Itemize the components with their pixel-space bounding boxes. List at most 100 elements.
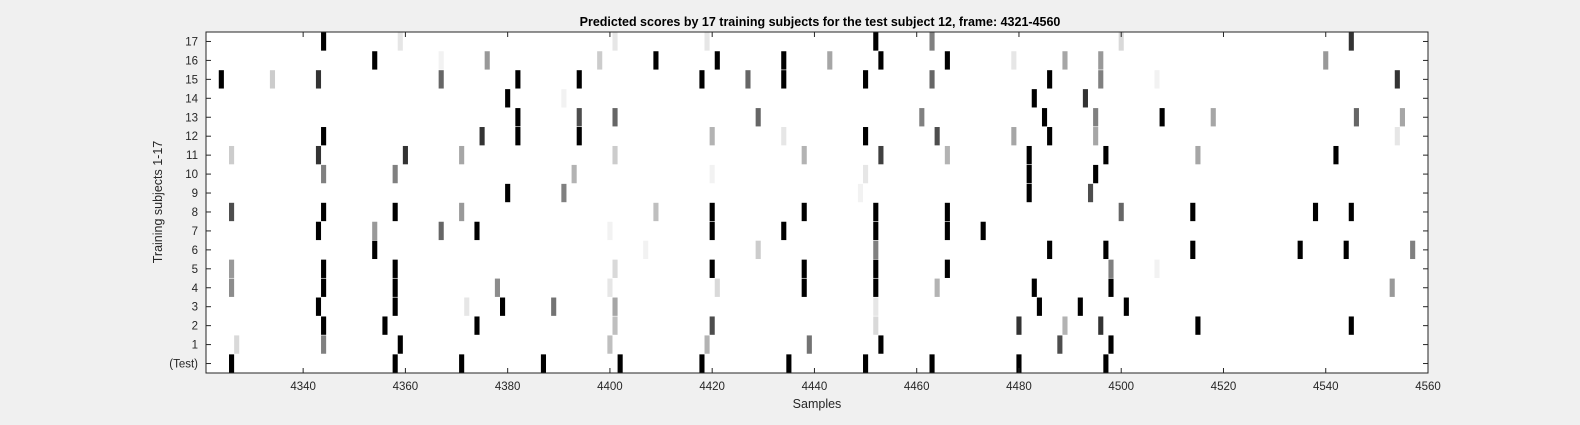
heatmap-cell [612, 297, 618, 316]
heatmap-cell [704, 32, 710, 51]
heatmap-cell [1159, 108, 1165, 127]
y-tick-label: 8 [192, 207, 198, 219]
heatmap-cell [801, 202, 807, 222]
heatmap-cell [1348, 316, 1354, 335]
heatmap-cell [315, 145, 322, 165]
heatmap-cell [1389, 278, 1395, 297]
heatmap-cell [1093, 127, 1099, 146]
heatmap-cell [612, 316, 618, 335]
heatmap-cell [1016, 354, 1022, 373]
heatmap-cell [474, 221, 480, 241]
heatmap-cell [863, 164, 869, 184]
heatmap-cell [755, 240, 761, 260]
heatmap-cell [1333, 145, 1339, 165]
heatmap-cell [1118, 202, 1124, 222]
heatmap-cell [561, 183, 567, 203]
heatmap-cell [1154, 70, 1160, 89]
heatmap-cell [709, 127, 715, 146]
y-tick-label: 16 [185, 55, 198, 67]
heatmap-cell [617, 354, 623, 373]
x-tick-label: 4360 [393, 381, 419, 393]
x-axis-label: Samples [793, 397, 842, 411]
heatmap-cell [873, 202, 879, 222]
heatmap-cell [653, 202, 659, 222]
heatmap-cell [1118, 32, 1124, 51]
x-tick-label: 4340 [290, 381, 316, 393]
heatmap-cell [1036, 297, 1042, 316]
heatmap-cell [873, 297, 879, 316]
heatmap-cell [944, 145, 950, 165]
heatmap-cell [1353, 108, 1359, 127]
x-tick-label: 4400 [597, 381, 623, 393]
heatmap-cell [699, 70, 705, 89]
heatmap-cell [873, 221, 879, 241]
heatmap-cells [218, 32, 1416, 373]
heatmap-cell [1026, 164, 1032, 184]
heatmap-cell [1011, 51, 1017, 70]
heatmap-cell [382, 316, 388, 335]
heatmap-cell [1047, 127, 1053, 146]
heatmap-cell [612, 32, 618, 51]
heatmap-cell [372, 240, 378, 260]
y-tick-label: 5 [192, 264, 198, 276]
heatmap-cell [806, 335, 812, 354]
heatmap-cell [781, 70, 787, 89]
heatmap-cell [1312, 202, 1319, 222]
heatmap-cell [459, 145, 465, 165]
heatmap-cell [1103, 354, 1109, 373]
heatmap-cell [873, 278, 879, 297]
heatmap-cell [321, 316, 327, 335]
heatmap-cell [515, 108, 521, 127]
heatmap-cell [944, 259, 950, 278]
heatmap-cell [515, 70, 521, 89]
heatmap-cell [459, 202, 465, 222]
heatmap-cell [1343, 240, 1349, 260]
heatmap-cell [1394, 70, 1400, 89]
heatmap-cell [873, 32, 879, 51]
heatmap-cell [229, 259, 235, 278]
heatmap-cell [801, 145, 807, 165]
heatmap-cell [397, 335, 403, 354]
heatmap-cell [438, 51, 444, 70]
heatmap-cell [714, 51, 720, 70]
y-tick-label: 6 [192, 245, 198, 257]
heatmap-cell [494, 278, 500, 297]
y-tick-label: 3 [192, 302, 198, 314]
heatmap-cell [1190, 240, 1196, 260]
heatmap-cell [402, 145, 408, 165]
y-tick-label: 4 [192, 283, 199, 295]
y-tick-label: 11 [186, 150, 198, 162]
y-tick-label: 14 [185, 93, 198, 105]
heatmap-cell [1123, 297, 1129, 316]
heatmap-cell [372, 221, 378, 241]
heatmap-cell [1098, 316, 1104, 335]
heatmap-cell [229, 354, 235, 373]
heatmap-cell [709, 221, 715, 241]
heatmap-cell [459, 354, 465, 373]
heatmap-cell [1057, 335, 1063, 354]
heatmap-cell [1210, 108, 1216, 127]
heatmap-cell [1093, 108, 1099, 127]
heatmap-cell [1031, 278, 1037, 297]
heatmap-cell [561, 89, 567, 108]
x-tick-label: 4500 [1108, 381, 1134, 393]
heatmap-cell [321, 259, 327, 278]
heatmap-cell [438, 70, 444, 89]
heatmap-cell [612, 259, 618, 278]
heatmap-cell [786, 354, 792, 373]
heatmap-cell [709, 164, 715, 184]
y-tick-label: 10 [185, 169, 198, 181]
y-tick-label: 12 [185, 131, 198, 143]
heatmap-cell [1190, 202, 1196, 222]
heatmap-cell [392, 164, 398, 184]
heatmap-cell [1103, 240, 1109, 260]
y-tick-label: 15 [185, 74, 198, 86]
heatmap-cell [505, 183, 511, 203]
y-tick-label: 13 [185, 112, 198, 124]
heatmap-cell [944, 51, 950, 70]
heatmap-cell [607, 278, 613, 297]
heatmap-cell [438, 221, 444, 241]
heatmap-cell [1087, 183, 1094, 203]
heatmap-cell [709, 316, 715, 335]
